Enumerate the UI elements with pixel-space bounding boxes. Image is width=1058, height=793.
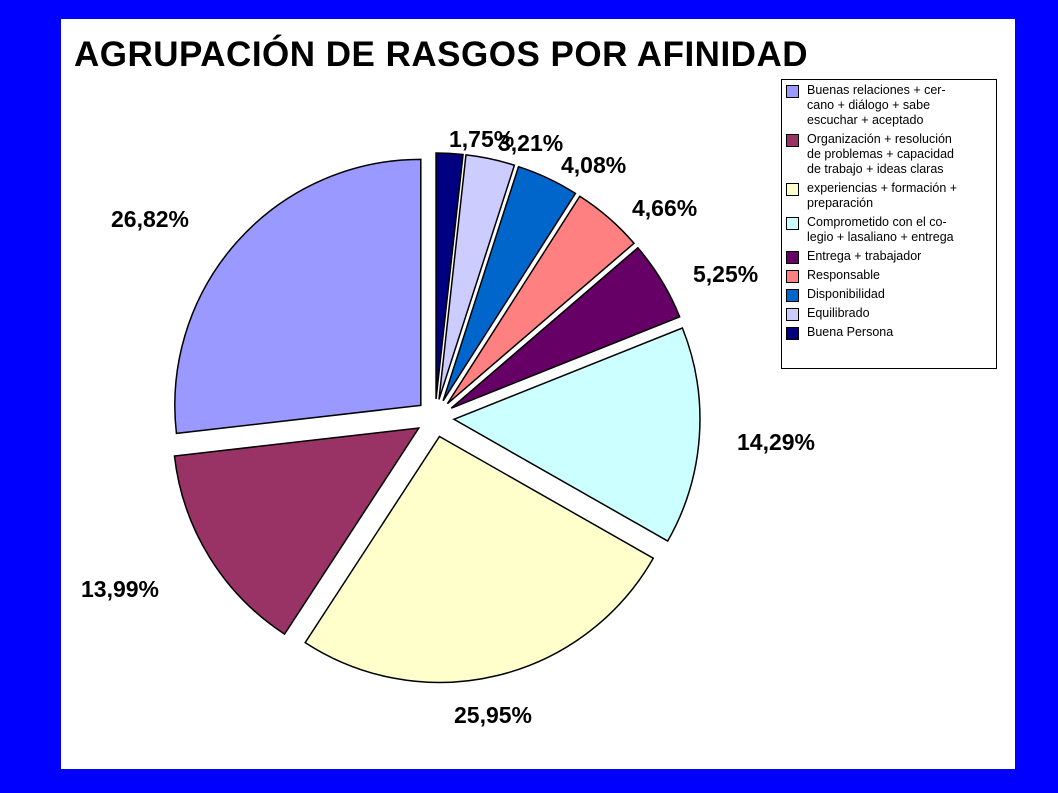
legend-swatch (786, 183, 799, 196)
legend-label: Responsable (807, 268, 880, 282)
slice-label: 4,66% (632, 195, 697, 221)
legend-label: Buena Persona (807, 325, 894, 339)
legend-swatch (786, 308, 799, 321)
legend-item: Entrega + trabajador (786, 249, 992, 264)
pie-slice (442, 165, 577, 402)
legend-item: Buena Persona (786, 325, 992, 340)
slice-label: 25,95% (454, 702, 532, 728)
legend-label: Buenas relaciones + cer- cano + diálogo … (807, 83, 946, 127)
legend-item: Responsable (786, 268, 992, 283)
legend-item: Comprometido con el co- legio + lasalian… (786, 215, 992, 245)
legend-item: Equilibrado (786, 306, 992, 321)
slice-label: 3,21% (498, 130, 563, 156)
legend-swatch (786, 270, 799, 283)
pie-chart: 26,82% 13,99% 25,95% 14,29% 5,25% 4,66%4,08%3… (81, 126, 815, 728)
pie-slice (304, 435, 655, 684)
slice-label: 26,82% (111, 206, 189, 232)
legend-item: Buenas relaciones + cer- cano + diálogo … (786, 83, 992, 128)
pie-slice (450, 246, 681, 409)
legend-swatch (786, 327, 799, 340)
legend-swatch (786, 289, 799, 302)
slice-label: 5,25% (693, 261, 758, 287)
legend-swatch (786, 217, 799, 230)
legend-label: Equilibrado (807, 306, 870, 320)
legend-label: Entrega + trabajador (807, 249, 922, 263)
slice-label: 13,99% (81, 576, 159, 602)
chart-area: AGRUPACIÓN DE RASGOS POR AFINIDAD 26,82%… (61, 19, 1015, 769)
pie-slice (446, 195, 636, 405)
legend-item: Organización + resolución de problemas +… (786, 132, 992, 177)
pie-slice (452, 327, 701, 543)
legend: Buenas relaciones + cer- cano + diálogo … (781, 79, 997, 369)
legend-label: Organización + resolución de problemas +… (807, 132, 954, 176)
slice-label: 1,75% (449, 126, 514, 152)
legend-swatch (786, 85, 799, 98)
slice-label: 4,08% (561, 152, 626, 178)
slice-label: 14,29% (737, 429, 815, 455)
legend-swatch (786, 251, 799, 264)
legend-item: Disponibilidad (786, 287, 992, 302)
pie-slice (438, 154, 516, 400)
chart-title: AGRUPACIÓN DE RASGOS POR AFINIDAD (73, 35, 809, 74)
legend-label: Comprometido con el co- legio + lasalian… (807, 215, 954, 244)
legend-label: experiencias + formación + preparación (807, 181, 958, 210)
legend-label: Disponibilidad (807, 287, 885, 301)
pie-slice (435, 152, 464, 400)
legend-item: experiencias + formación + preparación (786, 181, 992, 211)
pie-slice (174, 158, 422, 435)
pie-slice (173, 427, 421, 636)
legend-swatch (786, 134, 799, 147)
